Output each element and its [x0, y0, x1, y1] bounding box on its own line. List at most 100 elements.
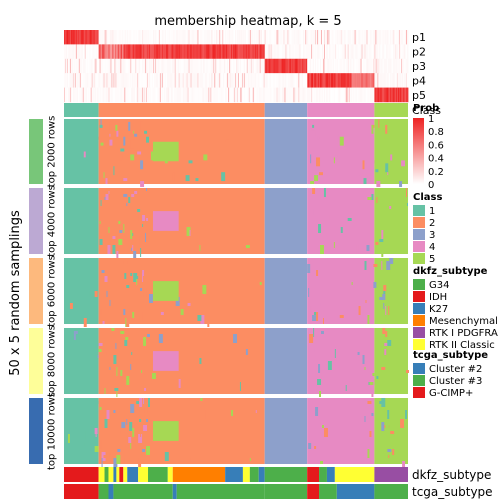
prob-cell [230, 73, 232, 88]
prob-cell [343, 30, 346, 45]
prob-cell [200, 44, 202, 59]
prob-cell [215, 87, 217, 103]
heatmap-noise-cell [144, 407, 148, 413]
prob-cell [118, 58, 120, 74]
prob-cell [173, 58, 176, 74]
prob-cell [205, 73, 207, 88]
prob-cell [217, 44, 219, 59]
heatmap-noise-cell [95, 434, 97, 437]
prob-cell [247, 73, 250, 88]
prob-cell [290, 58, 292, 74]
prob-cell [306, 58, 308, 74]
heatmap-noise-cell [106, 291, 108, 297]
heatmap-noise-cell [256, 361, 260, 370]
prob-cell [389, 44, 391, 59]
prob-cell [92, 30, 95, 45]
heatmap-noise-cell [94, 291, 98, 297]
prob-cell [312, 30, 314, 45]
prob-cell [283, 58, 285, 74]
prob-cell [98, 58, 100, 74]
prob-cell [75, 44, 78, 59]
prob-cell [281, 58, 283, 74]
prob-cell [277, 44, 279, 59]
prob-cell [177, 58, 180, 74]
prob-cell [159, 30, 162, 45]
prob-cell [105, 58, 107, 74]
prob-cell [392, 30, 394, 45]
prob-cell [346, 30, 349, 45]
heatmap-patch [152, 281, 179, 301]
prob-cell [383, 73, 385, 88]
prob-cell [330, 44, 333, 59]
prob-cell [235, 30, 237, 45]
prob-cell [357, 73, 359, 88]
heatmap-noise-cell [389, 206, 392, 209]
prob-cell [133, 58, 135, 74]
prob-cell [235, 44, 237, 59]
heatmap-noise-cell [317, 136, 320, 140]
prob-cell [149, 30, 151, 45]
prob-cell [105, 73, 107, 88]
prob-cell [253, 44, 256, 59]
prob-cell [85, 87, 88, 103]
prob-cell [338, 58, 341, 74]
prob-cell [375, 87, 377, 103]
prob-cell [327, 58, 330, 74]
prob-cell [205, 87, 207, 103]
heatmap-noise-cell [351, 282, 353, 285]
dkfz-subtype-segment [264, 467, 308, 482]
prob-cell [299, 30, 301, 45]
prob-cell [292, 73, 294, 88]
prob-cell [109, 44, 111, 59]
prob-cell [234, 73, 236, 88]
prob-cell [363, 30, 365, 45]
prob-cell [320, 58, 322, 74]
heatmap-noise-cell [105, 194, 109, 200]
prob-cell [377, 73, 379, 88]
heatmap-noise-cell [377, 431, 381, 434]
prob-cell [236, 58, 239, 74]
heatmap-noise-cell [98, 136, 100, 140]
prob-cell [223, 58, 225, 74]
prob-cell [193, 44, 195, 59]
prob-cell [270, 73, 272, 88]
prob-cell [181, 87, 184, 103]
prob-cell [122, 58, 124, 74]
prob-cell [273, 44, 275, 59]
prob-cell [365, 58, 367, 74]
prob-cell [240, 44, 243, 59]
prob-cell [165, 87, 168, 103]
prob-cell [294, 44, 296, 59]
prob-cell [264, 87, 267, 103]
prob-cell [346, 87, 349, 103]
heatmap-noise-cell [405, 410, 408, 419]
prob-cell [207, 87, 209, 103]
prob-cell [223, 44, 225, 59]
prob-cell [142, 87, 144, 103]
prob-cell [347, 58, 350, 74]
prob-cell [117, 30, 119, 45]
heatmap-block-5 [307, 398, 375, 464]
prob-cell [114, 73, 116, 88]
prob-cell [237, 44, 240, 59]
prob-cell [103, 30, 105, 45]
prob-cell [224, 87, 226, 103]
prob-cell [332, 87, 335, 103]
prob-cell [200, 73, 202, 88]
prob-cell [154, 87, 157, 103]
tcga-subtype-legend-label: G-CIMP+ [429, 388, 473, 399]
prob-cell [300, 58, 302, 74]
prob-cell [214, 30, 216, 45]
heatmap-noise-cell [310, 181, 315, 184]
prob-cell [372, 44, 374, 59]
prob-cell [303, 73, 305, 88]
heatmap-noise-cell [109, 139, 113, 146]
prob-cell [159, 44, 162, 59]
prob-cell [327, 30, 330, 45]
prob-cell [173, 30, 176, 45]
prob-cell [258, 58, 261, 74]
prob-cell [118, 44, 120, 59]
prob-cell [311, 87, 313, 103]
prob-cell [289, 73, 291, 88]
heatmap-noise-cell [101, 270, 105, 273]
